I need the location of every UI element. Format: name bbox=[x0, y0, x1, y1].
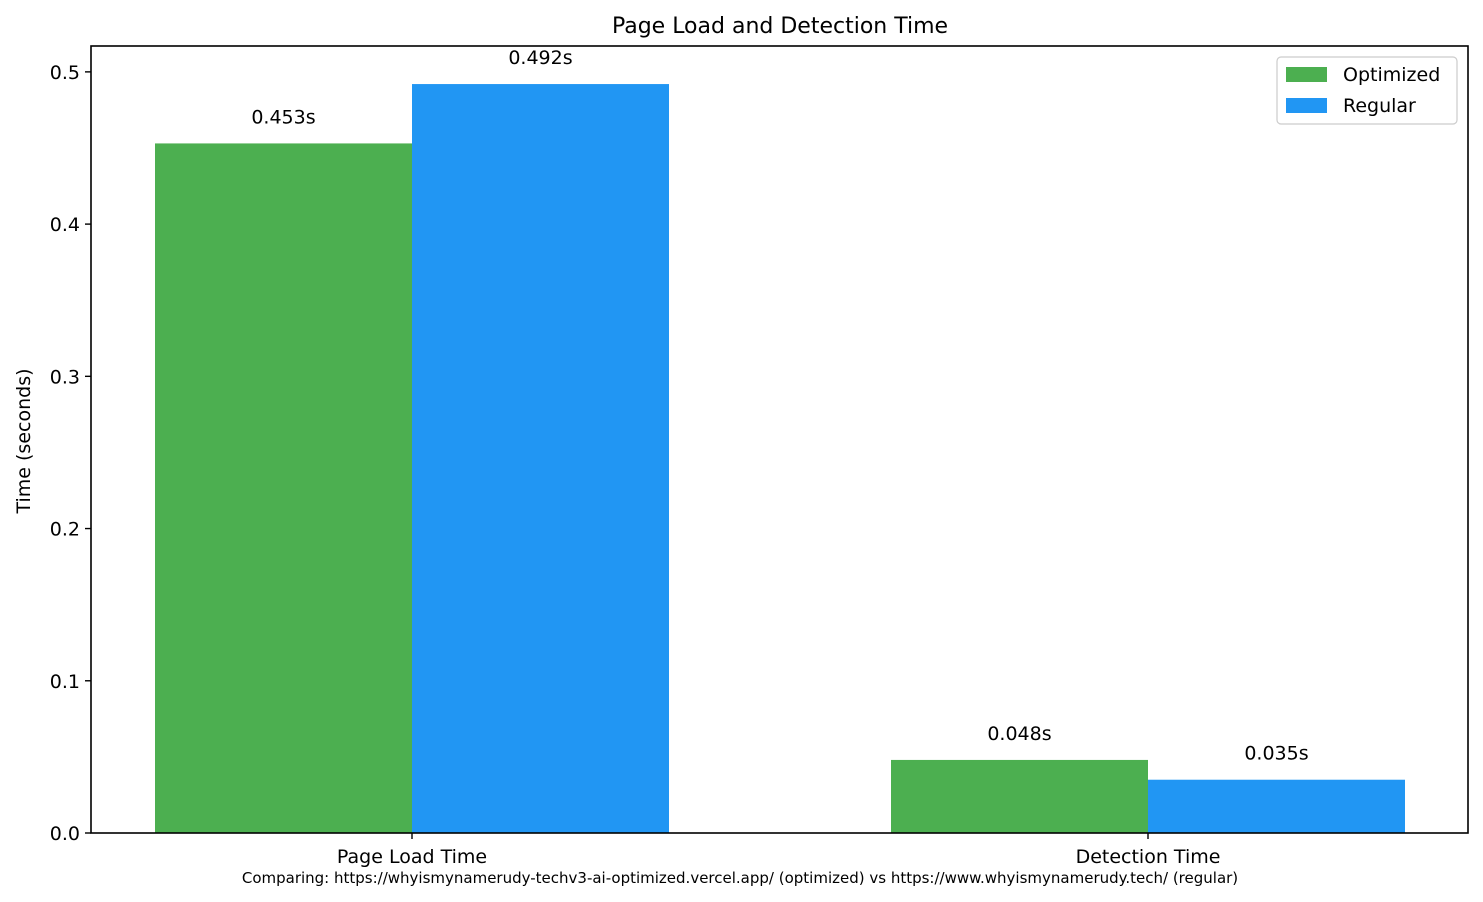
legend-label-regular: Regular bbox=[1343, 95, 1416, 117]
bar-optimized-1 bbox=[891, 759, 1148, 833]
chart-title: Page Load and Detection Time bbox=[612, 14, 948, 39]
plot-frame bbox=[90, 45, 1469, 834]
x-tick-label: Page Load Time bbox=[337, 846, 487, 868]
bars-group bbox=[155, 84, 1405, 834]
y-tick-label: 0.1 bbox=[50, 671, 80, 693]
footnote: Comparing: https://whyismynamerudy-techv… bbox=[242, 869, 1238, 887]
y-tick-label: 0.2 bbox=[50, 519, 80, 541]
y-tick-label: 0.3 bbox=[50, 366, 80, 388]
y-axis: 0.0 0.1 0.2 0.3 0.4 0.5 bbox=[50, 62, 91, 845]
x-tick-label: Detection Time bbox=[1076, 846, 1221, 868]
legend-label-optimized: Optimized bbox=[1343, 64, 1440, 86]
bar-regular-0 bbox=[412, 84, 669, 833]
x-axis: Page Load Time Detection Time bbox=[337, 833, 1221, 868]
bar-optimized-0 bbox=[155, 143, 412, 834]
bar-value-label: 0.453s bbox=[251, 106, 315, 128]
legend-swatch-optimized bbox=[1286, 67, 1327, 82]
legend-swatch-regular bbox=[1286, 98, 1327, 113]
bar-regular-1 bbox=[1148, 779, 1405, 833]
bar-value-label: 0.492s bbox=[508, 47, 572, 69]
bar-value-label: 0.048s bbox=[987, 723, 1051, 745]
y-tick-label: 0.0 bbox=[50, 823, 80, 845]
bar-value-labels: 0.453s 0.048s 0.492s 0.035s bbox=[251, 47, 1308, 765]
bar-value-label: 0.035s bbox=[1244, 743, 1308, 765]
y-tick-label: 0.4 bbox=[50, 214, 80, 236]
y-axis-label: Time (seconds) bbox=[13, 368, 35, 514]
y-tick-label: 0.5 bbox=[50, 62, 80, 84]
legend: Optimized Regular bbox=[1276, 56, 1458, 125]
